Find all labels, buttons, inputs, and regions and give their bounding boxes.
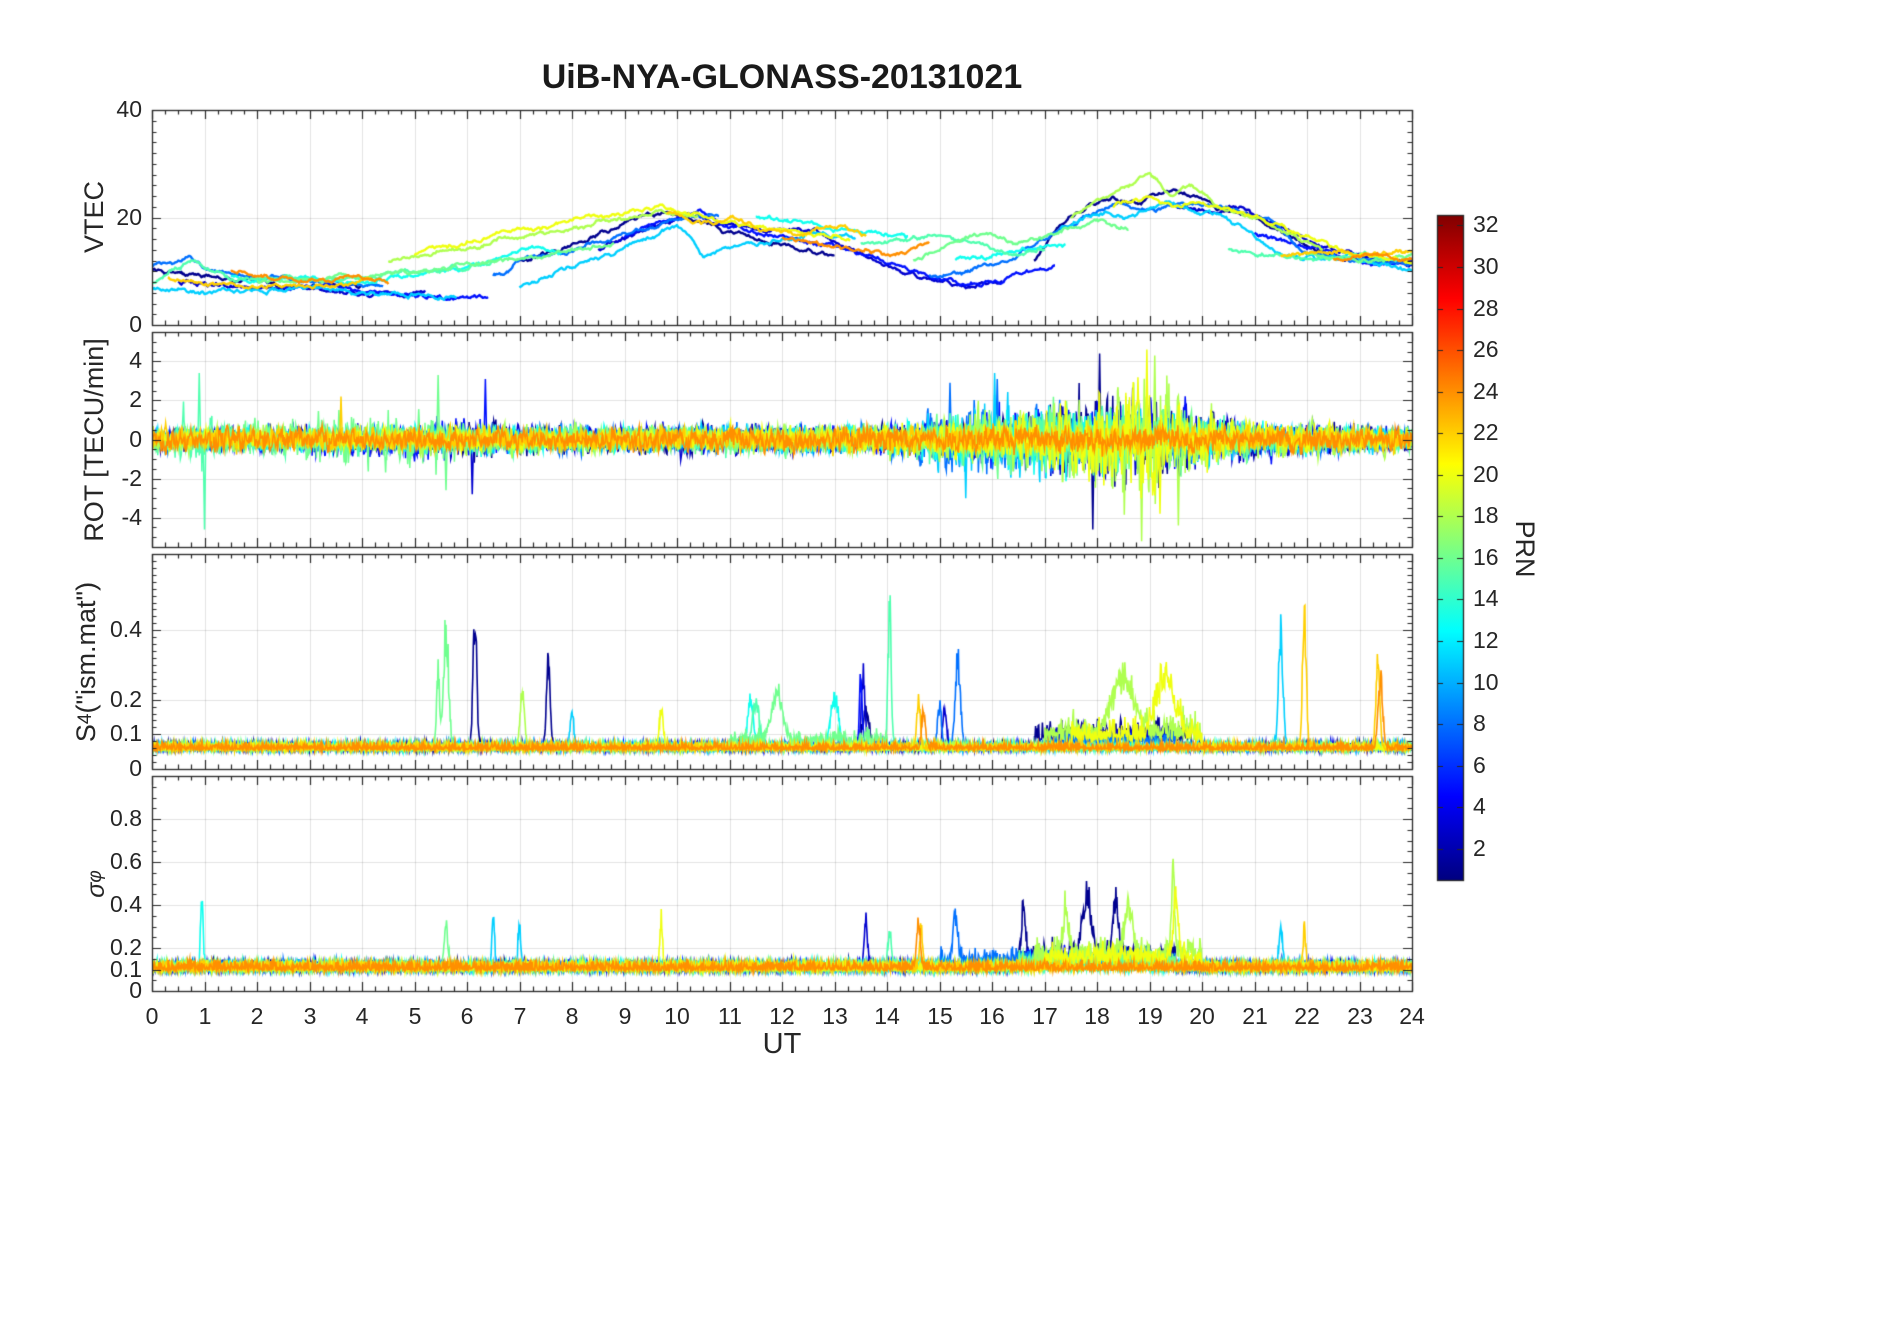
y-tick-label: 0 [129,755,142,781]
colorbar-tick-label: 28 [1473,295,1499,321]
x-tick-label: 7 [513,1003,527,1029]
chart-title: UiB-NYA-GLONASS-20131021 [541,58,1023,96]
y-tick-label: 0.2 [110,934,142,960]
colorbar-tick-label: 10 [1473,669,1499,695]
y-tick-label: 0.1 [110,956,142,982]
x-tick-label: 21 [1242,1003,1268,1029]
colorbar-tick-label: 20 [1473,461,1499,487]
x-tick-label: 24 [1399,1003,1425,1029]
y-tick-label: 0 [129,311,142,337]
y-tick-label: 0.8 [110,805,142,831]
colorbar-tick-label: 30 [1473,253,1499,279]
colorbar-tick-label: 4 [1473,793,1486,819]
x-tick-label: 16 [979,1003,1005,1029]
colorbar-tick-label: 12 [1473,627,1499,653]
x-tick-label: 20 [1189,1003,1215,1029]
y-tick-label: 40 [116,96,142,122]
y-tick-label: 0.6 [110,848,142,874]
x-tick-label: 1 [198,1003,212,1029]
y-tick-label: 0.4 [110,891,142,917]
x-tick-label: 12 [769,1003,795,1029]
x-tick-label: 15 [927,1003,953,1029]
colorbar-tick-label: 8 [1473,710,1486,736]
x-tick-label: 3 [303,1003,317,1029]
x-tick-label: 23 [1347,1003,1373,1029]
x-tick-label: 2 [250,1003,264,1029]
colorbar-tick-label: 6 [1473,752,1486,778]
colorbar-tick-label: 18 [1473,502,1499,528]
colorbar-tick-label: 16 [1473,544,1499,570]
x-tick-label: 5 [408,1003,422,1029]
x-tick-label: 11 [718,1003,742,1029]
x-tick-label: 8 [565,1003,579,1029]
x-tick-label: 13 [822,1003,848,1029]
x-tick-label: 19 [1137,1003,1163,1029]
y-tick-label: 4 [129,347,142,373]
y-tick-label: 0 [129,426,142,452]
y-tick-label: -4 [121,504,142,530]
colorbar-tick-label: 24 [1473,378,1499,404]
x-tick-label: 17 [1032,1003,1058,1029]
x-tick-label: 22 [1294,1003,1320,1029]
x-tick-label: 18 [1084,1003,1110,1029]
y-tick-label: 0.2 [110,686,142,712]
colorbar-tick-label: 14 [1473,585,1499,611]
y-tick-label: 0.1 [110,720,142,746]
x-tick-label: 9 [618,1003,632,1029]
y-tick-label: -2 [121,465,142,491]
colorbar-tick-label: 2 [1473,835,1486,861]
colorbar-tick-label: 22 [1473,419,1499,445]
y-tick-label: 0 [129,977,142,1003]
colorbar-tick-label: 26 [1473,336,1499,362]
x-tick-label: 0 [145,1003,159,1029]
y-tick-label: 20 [116,204,142,230]
y-tick-label: 0.4 [110,616,142,642]
x-tick-label: 14 [874,1003,900,1029]
y-tick-label: 2 [129,386,142,412]
x-tick-label: 6 [460,1003,474,1029]
x-tick-label: 4 [355,1003,369,1029]
colorbar-tick-label: 32 [1473,211,1499,237]
x-tick-label: 10 [664,1003,690,1029]
xlabel-ut: UT [762,1028,802,1060]
